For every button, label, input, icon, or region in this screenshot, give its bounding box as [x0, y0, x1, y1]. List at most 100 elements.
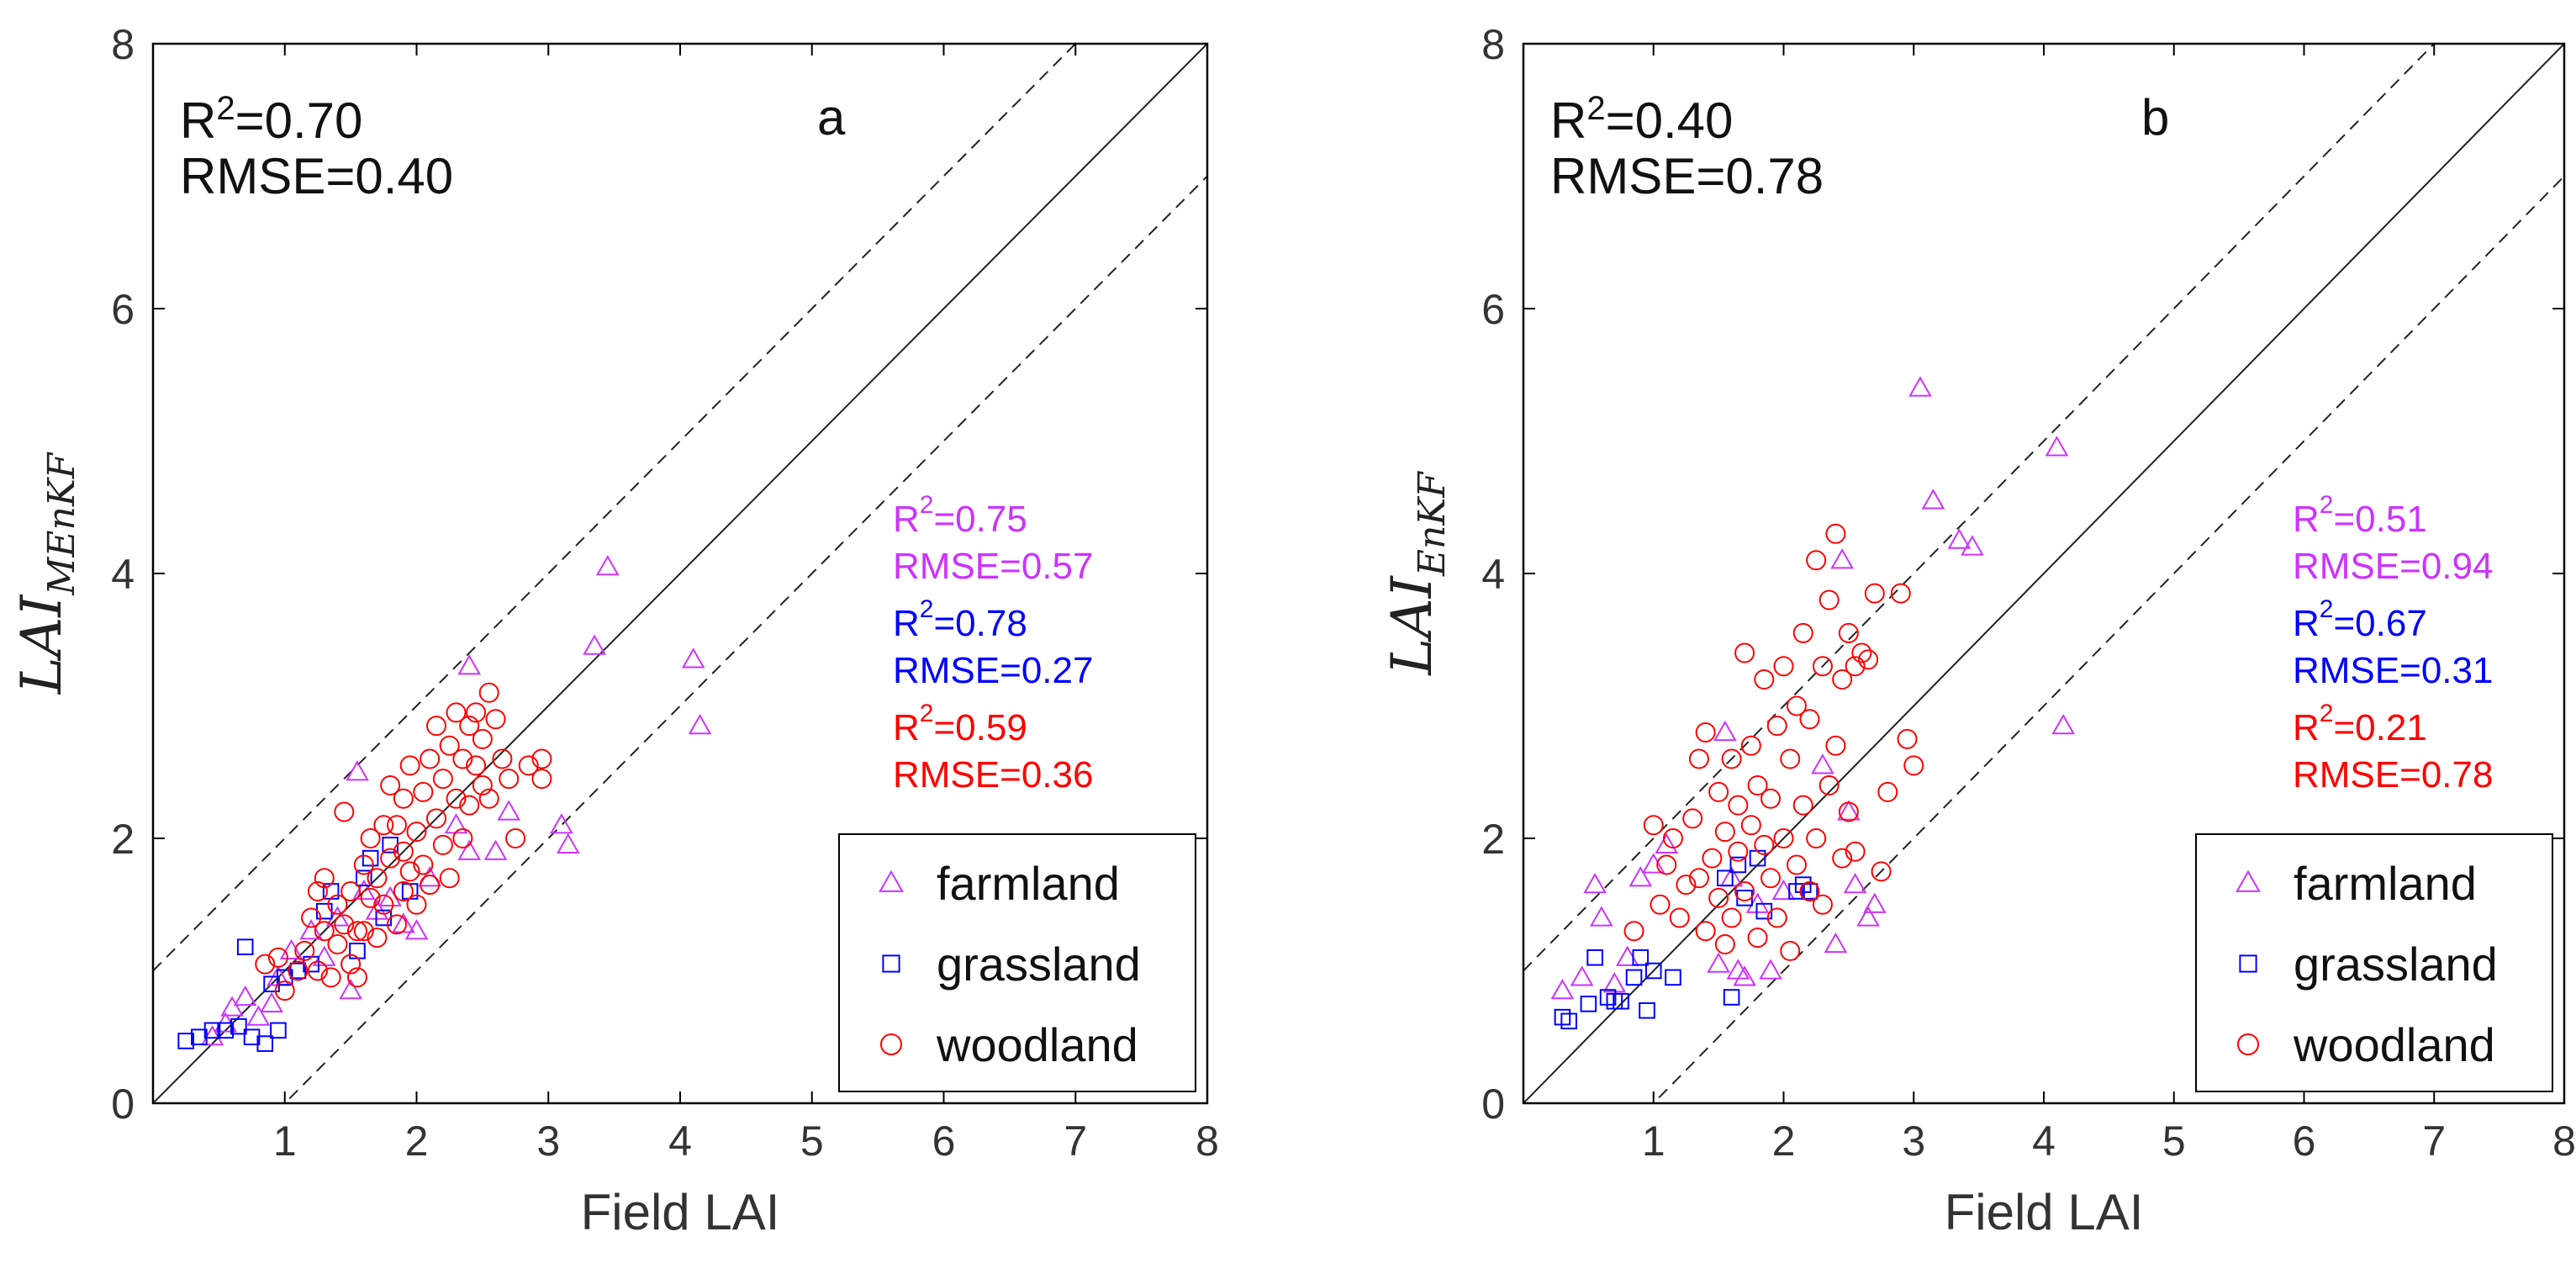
x-tick-label: 5	[2162, 1118, 2186, 1165]
grassland-point	[1554, 1008, 1571, 1026]
grassland-point	[177, 1033, 194, 1049]
farmland-point	[1921, 489, 1945, 510]
series-farmland	[1550, 376, 2076, 1000]
woodland-point	[340, 881, 362, 901]
stat-r2-farmland: R2=0.51	[2293, 491, 2427, 540]
grassland-point	[315, 902, 333, 920]
x-tick-label: 7	[1064, 1118, 1087, 1165]
farmland-point	[378, 885, 402, 906]
woodland-point	[1786, 854, 1807, 875]
farmland-point	[1707, 952, 1730, 973]
legend-label-grassland: grassland	[2294, 938, 2498, 991]
woodland-point	[466, 702, 487, 723]
y-tick-label: 2	[1481, 816, 1505, 863]
woodland-point	[1747, 775, 1768, 795]
woodland-point	[1656, 854, 1677, 875]
farmland-point	[1713, 720, 1737, 742]
farmland-point	[1570, 965, 1594, 986]
farmland-point	[1961, 535, 1984, 556]
woodland-point	[531, 748, 552, 769]
reference-line-one-to-one	[153, 44, 1207, 1103]
woodland-point	[439, 868, 460, 889]
grassland-point	[236, 938, 254, 955]
woodland-point	[1845, 656, 1866, 677]
grassland-point	[349, 943, 366, 959]
legend-marker-woodland	[880, 1033, 902, 1055]
y-tick-label: 6	[111, 286, 135, 333]
farmland-point	[1811, 753, 1834, 774]
x-tick-label: 5	[800, 1118, 824, 1165]
woodland-point	[432, 834, 453, 855]
farmland-point	[457, 839, 482, 860]
woodland-point	[1819, 775, 1840, 795]
farmland-point	[457, 654, 482, 675]
legend-marker-woodland	[2237, 1033, 2259, 1055]
woodland-point	[373, 894, 394, 915]
woodland-point	[459, 716, 480, 737]
x-tick-label: 1	[273, 1118, 297, 1165]
legend: farmland grassland woodland	[2195, 833, 2553, 1092]
woodland-point	[393, 881, 414, 901]
legend: farmland grassland woodland	[838, 833, 1196, 1092]
woodland-point	[1792, 795, 1813, 816]
legend-marker-grassland	[2239, 954, 2257, 973]
x-tick-label: 4	[2032, 1118, 2056, 1165]
woodland-point	[1650, 894, 1671, 915]
woodland-point	[314, 921, 335, 942]
farmland-point	[583, 634, 606, 655]
woodland-point	[380, 848, 401, 869]
woodland-point	[320, 967, 341, 988]
woodland-point	[1728, 795, 1749, 816]
panel-label: b	[2141, 89, 2169, 145]
y-tick-label: 0	[1481, 1081, 1505, 1128]
woodland-point	[1708, 781, 1729, 802]
farmland-point	[279, 938, 304, 959]
woodland-point	[1812, 894, 1833, 915]
legend-label-grassland: grassland	[937, 938, 1141, 991]
woodland-point	[1688, 748, 1709, 769]
reference-line-upper	[153, 44, 1077, 972]
x-tick-label: 6	[2293, 1118, 2316, 1165]
woodland-point	[466, 755, 487, 776]
woodland-point	[386, 815, 407, 836]
farmland-point	[595, 555, 620, 576]
overall-rmse: RMSE=0.78	[1550, 148, 1824, 204]
woodland-point	[353, 921, 374, 942]
stat-rmse-grassland: RMSE=0.31	[2293, 650, 2493, 691]
woodland-point	[1799, 881, 1820, 901]
woodland-point	[1643, 815, 1664, 836]
grassland-point	[1736, 890, 1753, 906]
grassland-point	[1586, 949, 1603, 966]
woodland-point	[307, 960, 328, 981]
grassland-point	[270, 1022, 287, 1039]
stat-r2-farmland: R2=0.75	[893, 491, 1027, 540]
woodland-point	[1871, 861, 1892, 882]
woodland-point	[518, 755, 539, 776]
stat-r2-woodland: R2=0.59	[893, 700, 1027, 748]
woodland-point	[1792, 622, 1813, 643]
woodland-point	[1714, 822, 1735, 843]
series-woodland	[1623, 523, 1924, 961]
grassland-point	[217, 1022, 235, 1039]
farmland-point	[1628, 866, 1653, 887]
series-farmland	[200, 555, 712, 1046]
woodland-point	[360, 828, 381, 848]
farmland-point	[1590, 906, 1613, 927]
overall-r2: R2=0.40	[1550, 90, 1733, 149]
woodland-point	[327, 894, 348, 915]
farmland-point	[2045, 436, 2069, 457]
legend-label-farmland: farmland	[2294, 857, 2477, 910]
woodland-point	[478, 788, 499, 809]
woodland-point	[360, 887, 381, 908]
series-woodland	[255, 682, 552, 1001]
stat-rmse-woodland: RMSE=0.78	[2293, 754, 2493, 795]
woodland-point	[399, 755, 420, 776]
x-tick-label: 8	[1196, 1118, 1219, 1165]
woodland-point	[1623, 921, 1644, 942]
woodland-point	[472, 775, 493, 795]
grassland-point	[356, 869, 372, 887]
woodland-point	[346, 921, 367, 942]
woodland-point	[1760, 788, 1782, 809]
woodland-point	[1825, 523, 1846, 544]
woodland-point	[1773, 828, 1794, 848]
